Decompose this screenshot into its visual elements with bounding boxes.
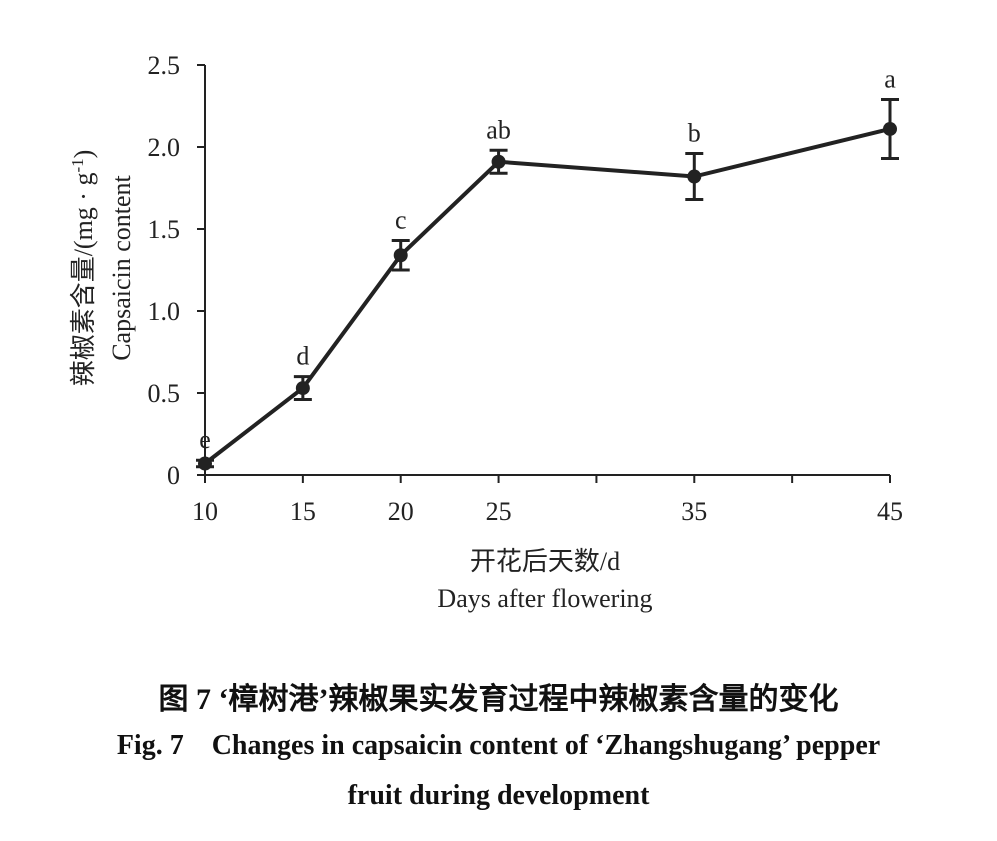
- y-tick-label: 1.0: [148, 297, 181, 326]
- data-point: [687, 169, 702, 184]
- x-tick-label: 45: [877, 497, 903, 526]
- y-axis-title-en: Capsaicin content: [107, 174, 136, 360]
- x-tick-labels: 10 15 20 25 35 45: [192, 497, 903, 526]
- significance-label: e: [199, 425, 211, 454]
- figure-caption-cn: 图 7 ‘樟树港’辣椒果实发育过程中辣椒素含量的变化: [158, 683, 839, 716]
- axes: [197, 64, 891, 483]
- data-point: [295, 381, 310, 396]
- data-point: [491, 154, 506, 169]
- x-axis-title-cn: 开花后天数/d: [470, 547, 620, 576]
- significance-label: ab: [486, 115, 511, 144]
- significance-label: c: [395, 205, 407, 234]
- y-tick-labels: 0 0.5 1.0 1.5 2.0 2.5: [148, 51, 181, 490]
- series-line: [203, 127, 891, 466]
- y-axis-title-cn: 辣椒素含量/(mg · g-1): [68, 150, 99, 387]
- significance-label: a: [884, 64, 896, 93]
- x-tick-label: 20: [388, 497, 414, 526]
- y-tick-label: 2.0: [148, 133, 181, 162]
- y-tick-label: 0.5: [148, 379, 181, 408]
- y-tick-label: 1.5: [148, 215, 181, 244]
- data-series: e d c ab b a: [196, 64, 899, 471]
- capsaicin-line-chart: 10 15 20 25 35 45 0 0.5 1.0 1.5 2.0 2.5 e d c ab b a 开花…: [68, 51, 904, 613]
- x-tick-label: 15: [290, 497, 316, 526]
- figure-caption-en-line2: fruit during development: [347, 780, 650, 811]
- significance-label: b: [688, 119, 701, 148]
- x-tick-label: 35: [681, 497, 707, 526]
- figure-caption-en-line1: Fig. 7 Changes in capsaicin content of ‘…: [116, 730, 881, 761]
- data-point: [198, 456, 212, 471]
- y-tick-label: 2.5: [148, 51, 181, 80]
- data-point: [883, 121, 897, 136]
- x-tick-label: 10: [192, 497, 218, 526]
- data-point: [393, 248, 408, 263]
- unit-exponent: -1: [68, 158, 87, 172]
- significance-label: d: [296, 342, 309, 371]
- x-tick-label: 25: [486, 497, 512, 526]
- x-axis-title-en: Days after flowering: [437, 584, 652, 613]
- y-tick-label: 0: [167, 461, 180, 490]
